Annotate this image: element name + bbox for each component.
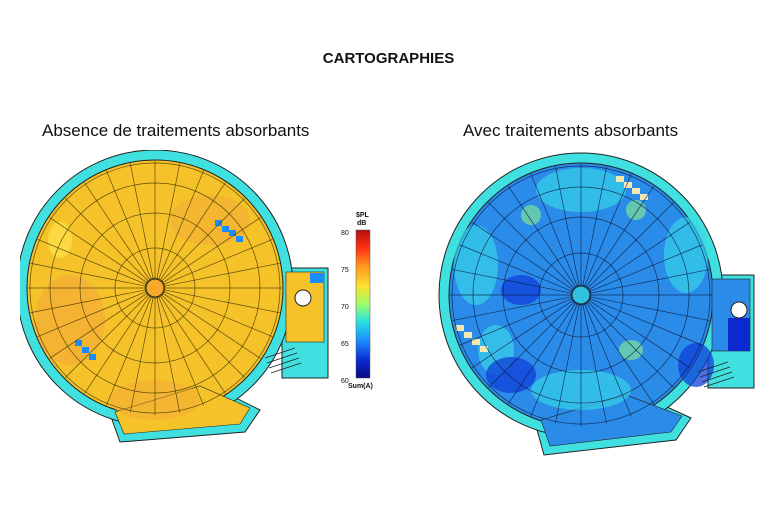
mesh-spoke bbox=[106, 170, 152, 279]
annex-floor bbox=[285, 271, 325, 343]
mesh-spoke bbox=[30, 262, 146, 287]
mesh-spoke bbox=[582, 166, 607, 286]
mesh-spoke bbox=[471, 300, 573, 369]
mesh-spoke bbox=[452, 269, 572, 294]
legend-quantity: $PL bbox=[356, 212, 370, 219]
legend-tick: 60 bbox=[341, 378, 349, 385]
mesh-spoke bbox=[30, 289, 146, 314]
light-green-spots bbox=[521, 200, 646, 360]
page-title: CARTOGRAPHIES bbox=[322, 50, 455, 67]
deep-blue-zones bbox=[486, 275, 714, 393]
mesh-spoke bbox=[158, 170, 204, 279]
mesh-spokes bbox=[450, 164, 712, 426]
mesh-spoke bbox=[163, 217, 261, 283]
mesh-spoke bbox=[106, 297, 152, 406]
mesh-spoke bbox=[161, 197, 246, 282]
light-zone bbox=[48, 222, 72, 258]
mesh-spoke bbox=[555, 304, 580, 424]
mesh-spoke bbox=[459, 244, 572, 292]
mesh-spoke bbox=[590, 244, 703, 292]
mesh-spoke bbox=[589, 300, 691, 369]
mesh-spoke bbox=[587, 202, 674, 289]
legend-tick: 65 bbox=[341, 341, 349, 348]
mesh-spoke bbox=[459, 298, 572, 346]
mesh-spoke bbox=[156, 297, 181, 413]
mesh-spoke bbox=[587, 301, 674, 388]
mesh-spoke bbox=[590, 298, 703, 346]
mesh-spoke bbox=[586, 185, 655, 287]
column-circle bbox=[730, 301, 748, 319]
mesh-spoke bbox=[507, 185, 576, 287]
mesh-spoke bbox=[452, 296, 572, 321]
mesh-spoke bbox=[163, 293, 261, 359]
mesh-spoke bbox=[582, 304, 607, 424]
mesh-spoke bbox=[164, 262, 280, 287]
mesh-spoke bbox=[507, 303, 576, 405]
legend-footer: Sum(A) bbox=[348, 383, 373, 390]
mesh-spoke bbox=[129, 297, 154, 413]
mesh-spoke bbox=[160, 296, 226, 394]
mesh-spoke bbox=[37, 239, 146, 285]
warm-zone bbox=[35, 275, 105, 365]
annex-deep-blue bbox=[728, 318, 750, 351]
mesh-spoke bbox=[37, 291, 146, 337]
legend-tick: 70 bbox=[341, 304, 349, 311]
mesh-spoke bbox=[161, 294, 246, 379]
mesh-spoke bbox=[49, 293, 147, 359]
mesh-spoke bbox=[160, 182, 226, 280]
center-dome bbox=[571, 285, 591, 305]
map-caption-without-treatment: Absence de traitements absorbants bbox=[42, 121, 310, 140]
mesh-spoke bbox=[49, 217, 147, 283]
legend-unit: dB bbox=[357, 220, 366, 227]
mesh-spoke bbox=[64, 294, 149, 379]
legend-tick: 75 bbox=[341, 267, 349, 274]
map-caption-with-treatment: Avec traitements absorbants bbox=[463, 121, 679, 140]
sound-level-map-without-treatment bbox=[20, 150, 329, 443]
blue-cells bbox=[75, 220, 243, 360]
legend-tick: 80 bbox=[341, 230, 349, 237]
mesh-spoke bbox=[156, 163, 181, 279]
mesh-spoke bbox=[586, 303, 655, 405]
mesh-spoke bbox=[590, 296, 710, 321]
pale-edge-cells bbox=[456, 176, 648, 352]
mesh-spoke bbox=[164, 291, 273, 337]
stairs bbox=[264, 347, 302, 374]
color-scale-legend: $PL dB 80 75 70 65 60 Sum(A) bbox=[341, 212, 373, 390]
sound-level-map-with-treatment bbox=[438, 152, 755, 456]
mesh-spoke bbox=[471, 221, 573, 290]
mesh-spoke bbox=[530, 173, 578, 286]
column-circle bbox=[294, 289, 312, 307]
mesh-spoke bbox=[164, 289, 280, 314]
mesh-spoke bbox=[555, 166, 580, 286]
stairs bbox=[697, 361, 735, 388]
mesh-spoke bbox=[64, 197, 149, 282]
mesh-spoke bbox=[488, 301, 575, 388]
mesh-spoke bbox=[129, 163, 154, 279]
mesh-spoke bbox=[590, 269, 710, 294]
mesh-spoke bbox=[584, 304, 632, 417]
mesh-spoke bbox=[84, 296, 150, 394]
mesh-spoke bbox=[164, 239, 273, 285]
legend-color-bar bbox=[355, 229, 371, 379]
mesh-spoke bbox=[488, 202, 575, 289]
center-dome bbox=[145, 278, 165, 298]
mesh-spoke bbox=[158, 297, 204, 406]
mesh-spoke bbox=[589, 221, 691, 290]
mesh-spoke bbox=[84, 182, 150, 280]
mesh-spoke bbox=[530, 304, 578, 417]
annex-blue-block bbox=[310, 273, 324, 283]
mesh-spokes bbox=[28, 161, 282, 415]
mesh-spoke bbox=[584, 173, 632, 286]
